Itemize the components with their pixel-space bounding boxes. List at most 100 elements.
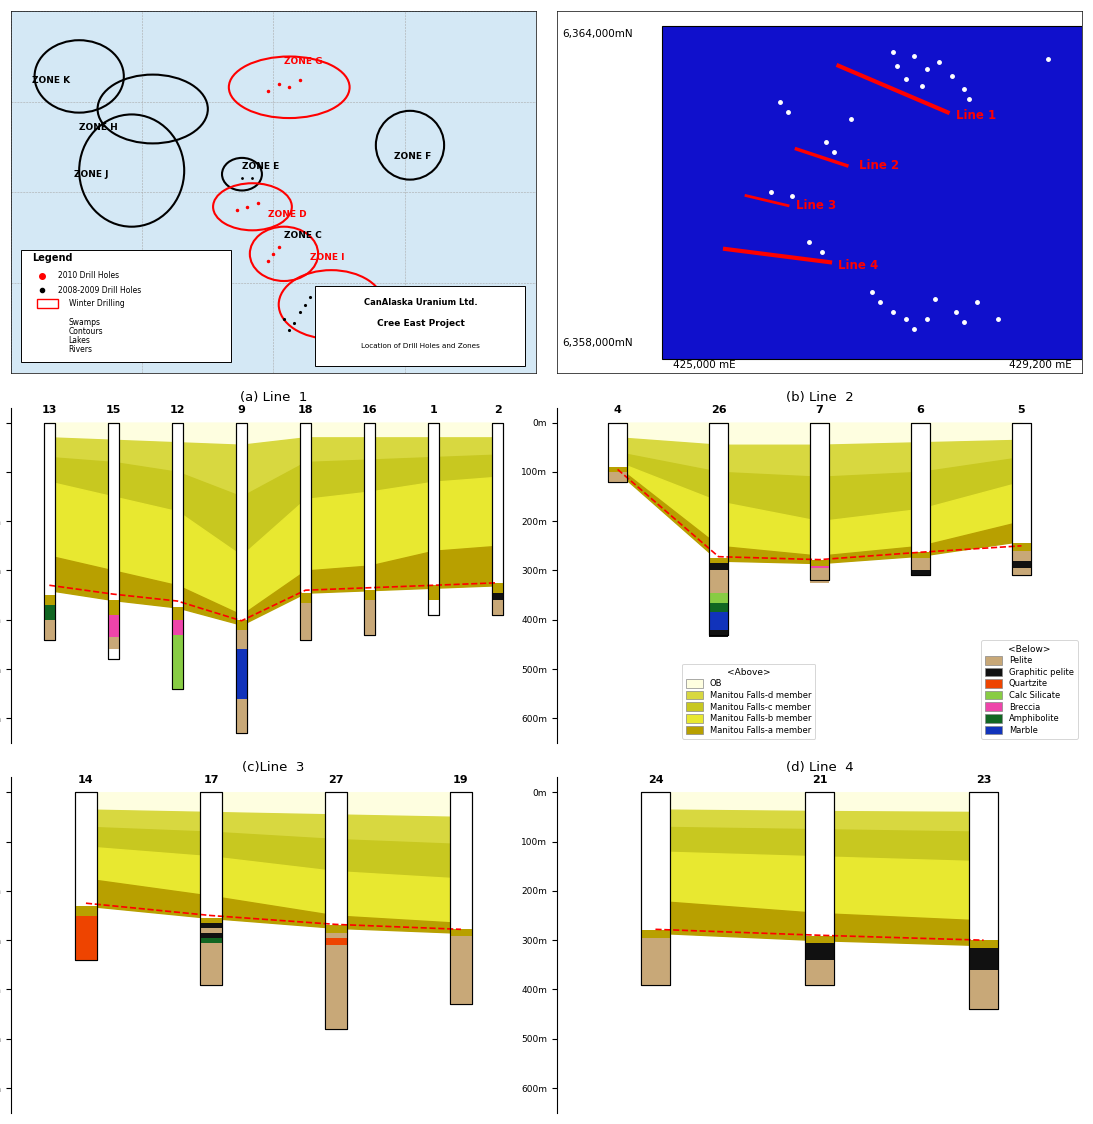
Bar (968, 999, 998, 1009)
Bar (74, 906, 97, 916)
Bar (200, 933, 222, 937)
Text: Rivers: Rivers (69, 345, 93, 354)
Text: ZONE A: ZONE A (363, 300, 401, 309)
Bar (709, 629, 728, 637)
Bar (709, 423, 728, 635)
Text: 18: 18 (297, 405, 314, 415)
Bar (200, 792, 222, 985)
Bar (810, 423, 828, 580)
Text: 6: 6 (917, 405, 925, 415)
Bar (492, 423, 504, 615)
Bar (325, 980, 348, 1028)
Bar (44, 423, 55, 640)
Bar (299, 615, 312, 629)
Bar (299, 423, 312, 640)
Bar (912, 571, 930, 575)
Bar (236, 423, 247, 733)
Bar (449, 930, 472, 936)
Bar (427, 423, 439, 615)
Bar (492, 423, 504, 615)
Text: Location of Drill Holes and Zones: Location of Drill Holes and Zones (361, 343, 480, 348)
Text: Line 4: Line 4 (838, 259, 879, 272)
Bar (449, 943, 472, 955)
Text: 2010 Drill Holes: 2010 Drill Holes (58, 271, 119, 280)
Bar (810, 575, 828, 583)
Bar (107, 637, 119, 650)
Text: 21: 21 (812, 774, 827, 785)
Bar (74, 945, 97, 960)
Text: 26: 26 (710, 405, 727, 415)
Bar (912, 559, 930, 563)
Bar (709, 613, 728, 629)
Bar (236, 629, 247, 650)
Bar (449, 955, 472, 970)
Bar (449, 792, 472, 1004)
Text: 6,358,000mN: 6,358,000mN (562, 338, 633, 348)
Text: 24: 24 (648, 774, 663, 785)
Bar (22, 251, 232, 362)
Bar (236, 699, 247, 733)
Bar (200, 975, 222, 985)
Bar (200, 792, 222, 985)
Bar (325, 792, 348, 1028)
Bar (107, 423, 119, 660)
Text: Legend: Legend (32, 253, 72, 263)
Bar (709, 602, 728, 613)
Bar (804, 960, 834, 970)
Bar (325, 945, 348, 960)
Bar (709, 580, 728, 592)
Bar (44, 619, 55, 640)
Text: ZONE G: ZONE G (284, 57, 322, 66)
Bar (44, 595, 55, 605)
Text: ZONE H: ZONE H (79, 123, 118, 132)
Bar (609, 423, 626, 482)
Bar (200, 923, 222, 927)
Text: ZONE E: ZONE E (242, 163, 279, 172)
Bar (912, 552, 930, 559)
Text: 1: 1 (430, 405, 437, 415)
Bar (37, 299, 58, 308)
Bar (709, 592, 728, 602)
Title: (c)Line  3: (c)Line 3 (243, 761, 305, 773)
Bar (74, 916, 97, 923)
Bar (609, 423, 626, 482)
Bar (200, 943, 222, 964)
Bar (709, 563, 728, 571)
Bar (364, 423, 375, 635)
Text: 13: 13 (42, 405, 57, 415)
Bar (640, 955, 670, 964)
Bar (1012, 568, 1031, 575)
Bar (299, 592, 312, 602)
Bar (492, 592, 504, 600)
Bar (236, 619, 247, 629)
Bar (968, 970, 998, 985)
Title: (a) Line  1: (a) Line 1 (239, 391, 307, 404)
Bar (364, 423, 375, 635)
Bar (364, 615, 375, 629)
Bar (1012, 543, 1031, 551)
Text: Line 3: Line 3 (797, 199, 836, 212)
Bar (449, 970, 472, 989)
Bar (200, 918, 222, 923)
Text: 15: 15 (106, 405, 121, 415)
Bar (968, 985, 998, 999)
Bar (804, 970, 834, 985)
Bar (912, 563, 930, 571)
Bar (804, 792, 834, 985)
Bar (709, 571, 728, 580)
Text: Line 1: Line 1 (956, 109, 996, 123)
Title: (b) Line  2: (b) Line 2 (786, 391, 854, 404)
Bar (912, 423, 930, 575)
Bar (236, 423, 247, 733)
Bar (1012, 561, 1031, 568)
Text: ZONE D: ZONE D (268, 209, 307, 218)
Bar (449, 936, 472, 943)
Text: 17: 17 (203, 774, 219, 785)
Text: 14: 14 (78, 774, 94, 785)
Bar (810, 560, 828, 565)
Bar (1012, 423, 1031, 575)
Bar (912, 423, 930, 575)
Bar (200, 964, 222, 975)
Bar (325, 960, 348, 980)
Bar (640, 975, 670, 985)
